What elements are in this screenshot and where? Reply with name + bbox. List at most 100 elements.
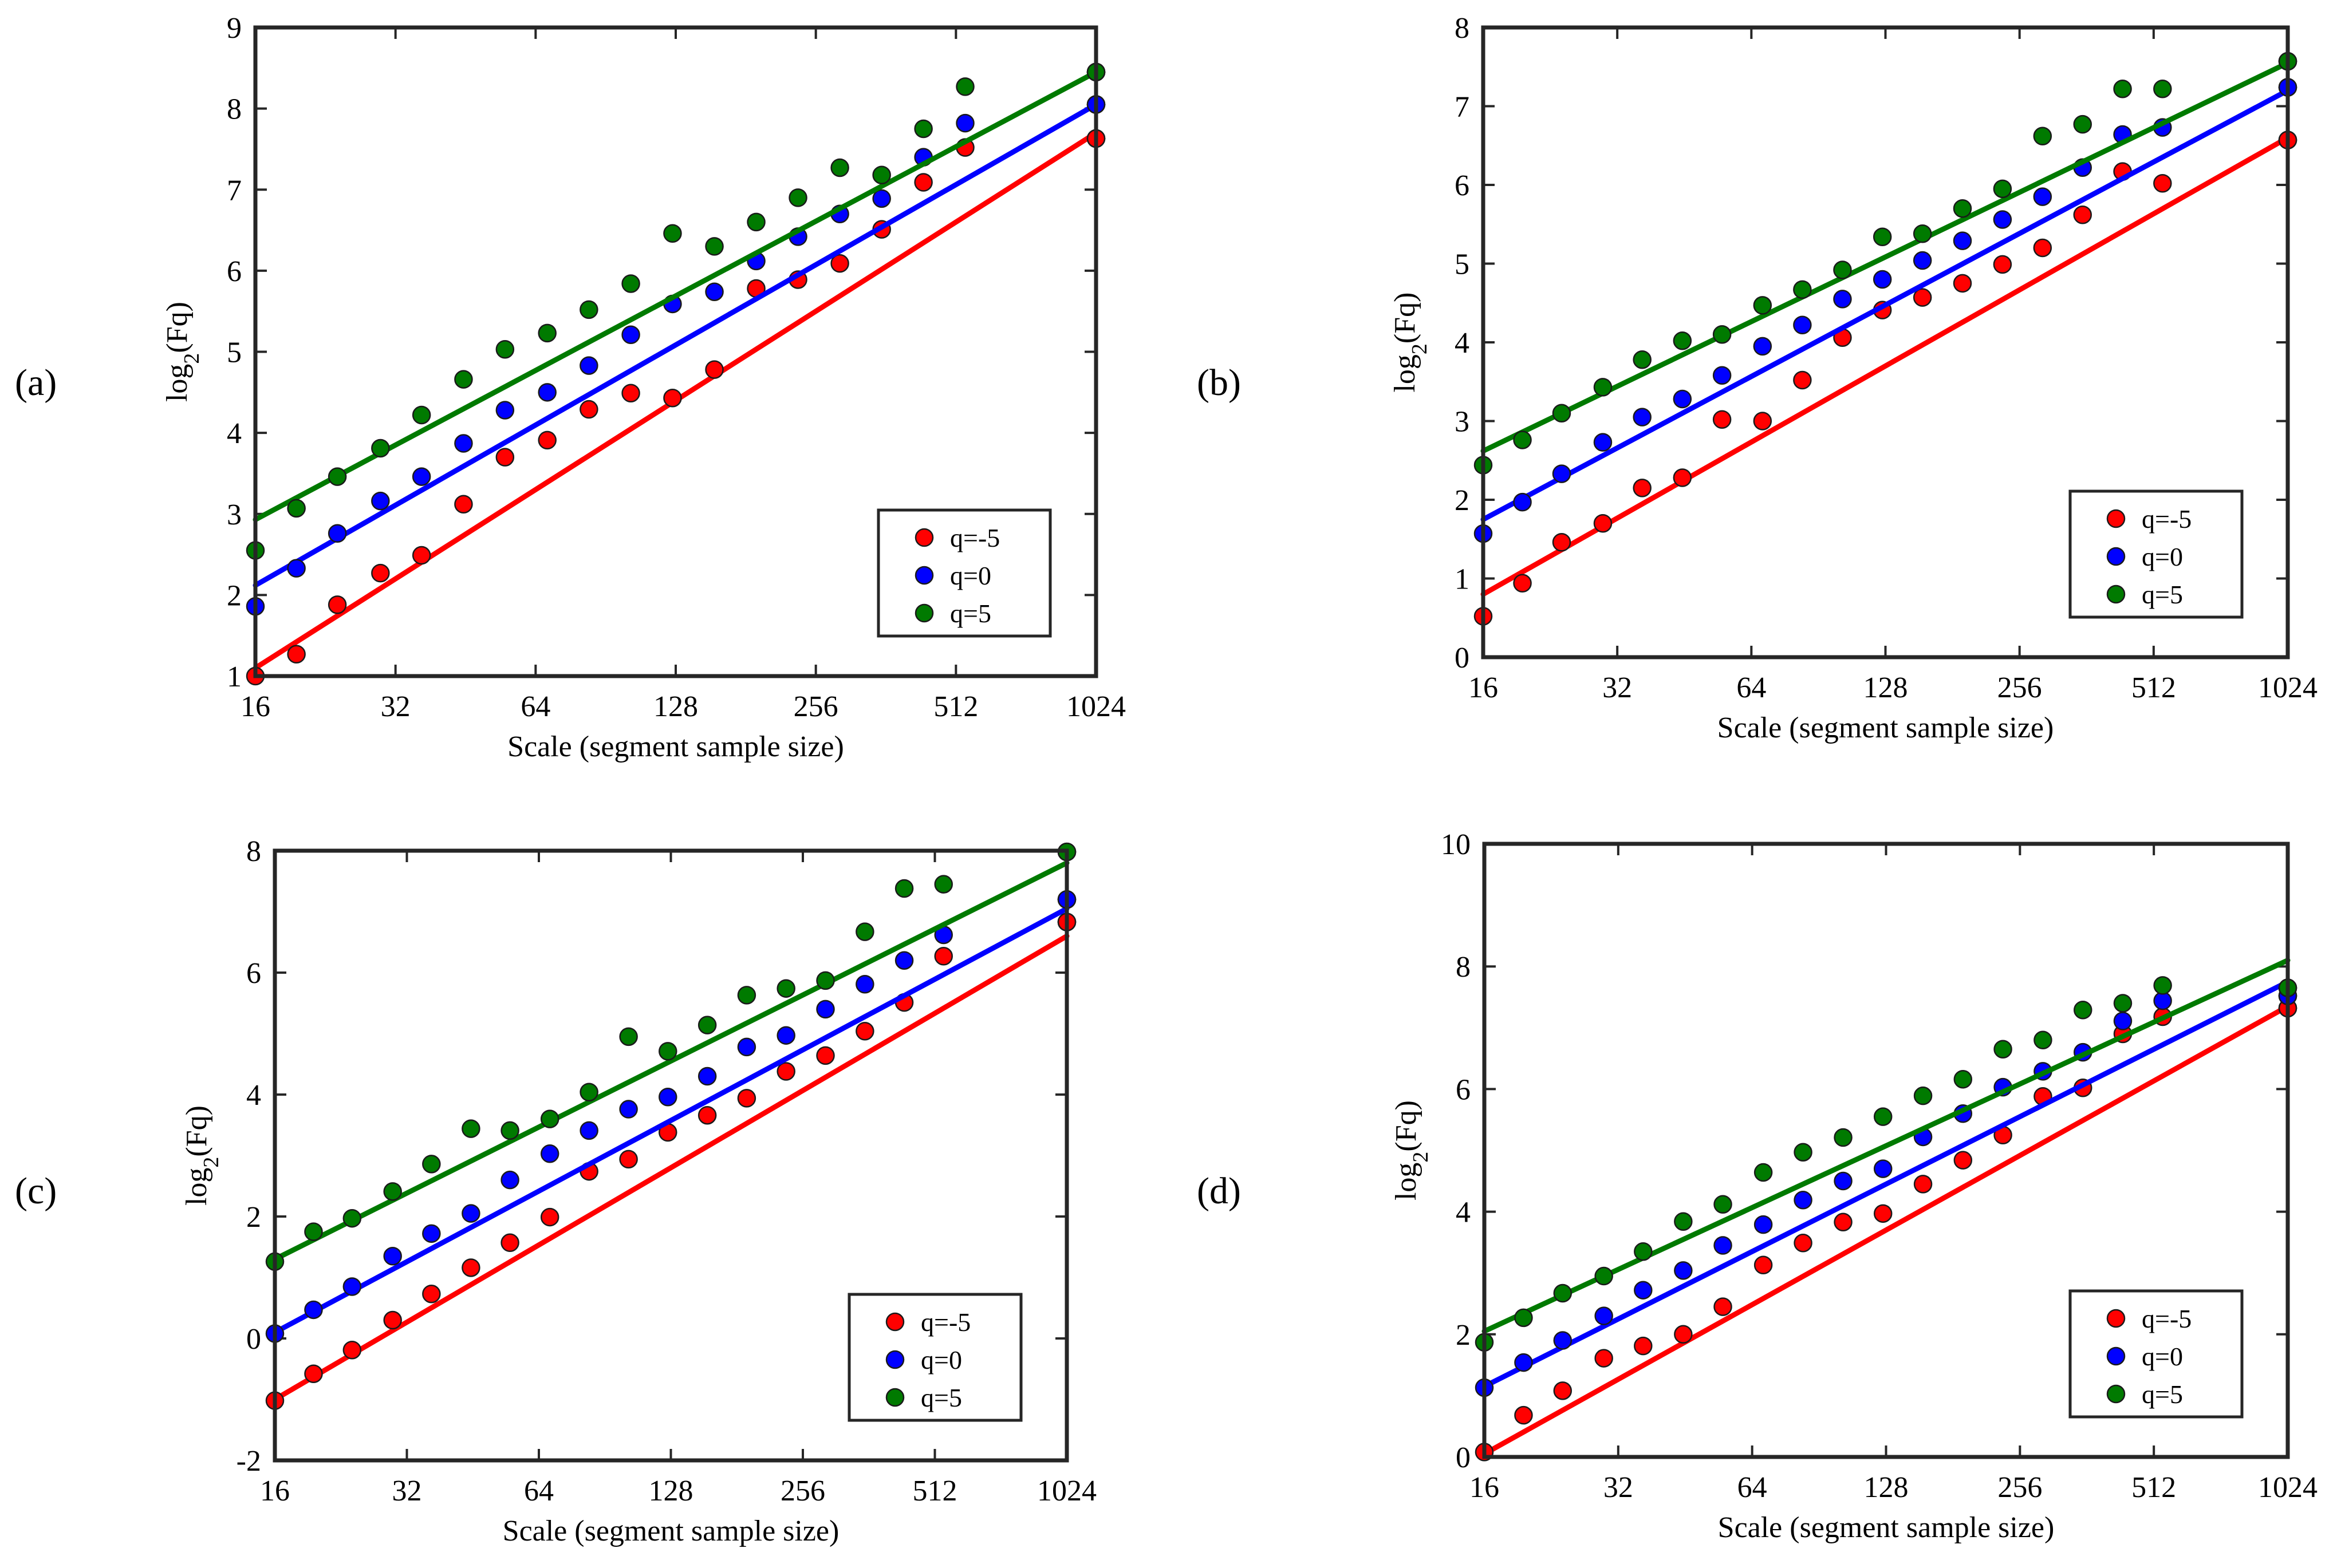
x-tick-label: 128 bbox=[649, 1475, 693, 1507]
legend: q=-5 q=0 q=5 bbox=[2068, 1289, 2244, 1419]
panel-d: (d) 16 32 64 128 256 512 1024 0 2 4 6 8 10 Scale (segm… bbox=[1197, 828, 2318, 1544]
data-point-q=5 bbox=[304, 1222, 323, 1241]
legend-label: q=0 bbox=[2142, 1342, 2183, 1371]
data-point-q=5 bbox=[580, 1083, 598, 1101]
data-point-q=0 bbox=[500, 1170, 519, 1190]
data-point-q=5 bbox=[342, 1208, 362, 1228]
y-tick-label: 3 bbox=[1455, 406, 1469, 439]
x-tick-label: 128 bbox=[653, 690, 698, 723]
data-point-q=0 bbox=[1793, 315, 1812, 334]
data-point-q=5 bbox=[856, 922, 874, 941]
legend-marker-q=5 bbox=[915, 603, 934, 623]
data-point-q=5 bbox=[1634, 1242, 1653, 1261]
data-point-q=0 bbox=[1553, 1331, 1573, 1350]
data-point-q=0 bbox=[540, 1144, 559, 1163]
data-point-q=-5 bbox=[1513, 574, 1532, 593]
data-point-q=5 bbox=[1794, 1143, 1812, 1162]
data-point-q=5 bbox=[934, 875, 953, 894]
data-point-q=0 bbox=[495, 401, 515, 420]
x-tick-label: 512 bbox=[913, 1475, 957, 1507]
data-point-q=-5 bbox=[663, 388, 682, 408]
y-tick-label: 7 bbox=[1455, 91, 1469, 124]
x-tick-label: 32 bbox=[1603, 1471, 1633, 1504]
data-point-q=0 bbox=[1552, 464, 1571, 483]
data-point-q=0 bbox=[1674, 1261, 1693, 1280]
y-axis-label: log2(Fq) bbox=[161, 302, 204, 402]
data-point-q=-5 bbox=[1673, 468, 1692, 487]
legend: q=-5 q=0 q=5 bbox=[2068, 489, 2244, 619]
data-point-q=-5 bbox=[705, 360, 724, 379]
data-point-q=5 bbox=[956, 77, 975, 96]
data-point-q=5 bbox=[705, 237, 724, 256]
data-point-q=5 bbox=[1713, 1195, 1732, 1214]
plot-data bbox=[246, 62, 1106, 686]
data-point-q=5 bbox=[1593, 378, 1613, 397]
legend: q=-5 q=0 q=5 bbox=[848, 1293, 1023, 1422]
data-point-q=-5 bbox=[2153, 174, 2172, 193]
x-tick-label: 512 bbox=[2131, 1471, 2176, 1504]
data-point-q=5 bbox=[1712, 325, 1732, 344]
data-point-q=0 bbox=[619, 1100, 638, 1119]
data-point-q=5 bbox=[287, 499, 306, 518]
panel-letter: (c) bbox=[15, 1170, 57, 1212]
data-point-q=5 bbox=[747, 212, 766, 232]
data-point-q=5 bbox=[659, 1042, 677, 1061]
data-point-q=5 bbox=[1753, 296, 1772, 315]
data-point-q=0 bbox=[342, 1277, 362, 1296]
data-point-q=5 bbox=[1793, 280, 1812, 299]
x-tick-label: 16 bbox=[241, 690, 270, 723]
data-point-q=0 bbox=[422, 1224, 441, 1243]
data-point-q=5 bbox=[328, 467, 347, 486]
data-point-q=5 bbox=[737, 986, 756, 1005]
data-point-q=-5 bbox=[1634, 1336, 1653, 1356]
fit-line-q=-5 bbox=[1480, 135, 2291, 597]
data-point-q=0 bbox=[894, 951, 914, 970]
legend-marker-q=-5 bbox=[2106, 509, 2126, 528]
data-point-q=5 bbox=[2073, 114, 2092, 134]
data-point-q=-5 bbox=[1993, 255, 2012, 274]
data-point-q=0 bbox=[697, 1067, 717, 1086]
data-point-q=5 bbox=[663, 224, 682, 243]
data-point-q=-5 bbox=[342, 1340, 362, 1360]
y-tick-label: 6 bbox=[1455, 169, 1469, 202]
data-point-q=-5 bbox=[1873, 1204, 1893, 1223]
data-point-q=5 bbox=[2073, 1000, 2092, 1020]
data-point-q=-5 bbox=[1712, 410, 1732, 429]
data-point-q=-5 bbox=[495, 448, 515, 467]
data-point-q=0 bbox=[1753, 1215, 1773, 1234]
legend-label: q=-5 bbox=[921, 1308, 971, 1337]
x-tick-label: 16 bbox=[260, 1475, 290, 1507]
panel-b: (b) 16 32 64 128 256 512 1024 0 1 2 3 4 5 6 7 8 Scale (se… bbox=[1197, 12, 2318, 744]
legend: q=-5 q=0 q=5 bbox=[877, 508, 1052, 638]
fit-line-q=-5 bbox=[1481, 1004, 2291, 1457]
data-point-q=0 bbox=[1514, 1353, 1533, 1372]
data-point-q=0 bbox=[412, 467, 431, 486]
data-point-q=5 bbox=[1913, 224, 1932, 243]
data-point-q=-5 bbox=[462, 1258, 480, 1277]
data-point-q=-5 bbox=[328, 595, 347, 614]
data-point-q=0 bbox=[705, 282, 724, 301]
y-tick-label: 4 bbox=[1455, 327, 1469, 360]
data-point-q=0 bbox=[1634, 1281, 1653, 1300]
data-point-q=0 bbox=[2153, 991, 2172, 1010]
data-point-q=5 bbox=[619, 1027, 638, 1046]
data-point-q=5 bbox=[2033, 1030, 2052, 1049]
data-point-q=-5 bbox=[1514, 1405, 1533, 1425]
data-point-q=5 bbox=[1953, 199, 1972, 218]
data-point-q=-5 bbox=[1553, 1381, 1573, 1400]
data-point-q=5 bbox=[2033, 127, 2052, 145]
data-point-q=0 bbox=[2033, 187, 2052, 206]
data-point-q=-5 bbox=[697, 1105, 717, 1125]
panel-letter: (d) bbox=[1197, 1170, 1241, 1212]
legend-label: q=-5 bbox=[2142, 504, 2192, 534]
x-tick-label: 512 bbox=[2131, 672, 2176, 704]
fit-line-q=5 bbox=[1481, 957, 2291, 1334]
y-tick-label: 6 bbox=[246, 957, 261, 990]
data-point-q=5 bbox=[1833, 260, 1852, 279]
data-point-q=5 bbox=[1993, 1040, 2012, 1059]
data-point-q=-5 bbox=[383, 1310, 402, 1330]
data-point-q=0 bbox=[304, 1300, 323, 1320]
plot-frame bbox=[253, 25, 1098, 678]
data-point-q=0 bbox=[1712, 366, 1732, 385]
